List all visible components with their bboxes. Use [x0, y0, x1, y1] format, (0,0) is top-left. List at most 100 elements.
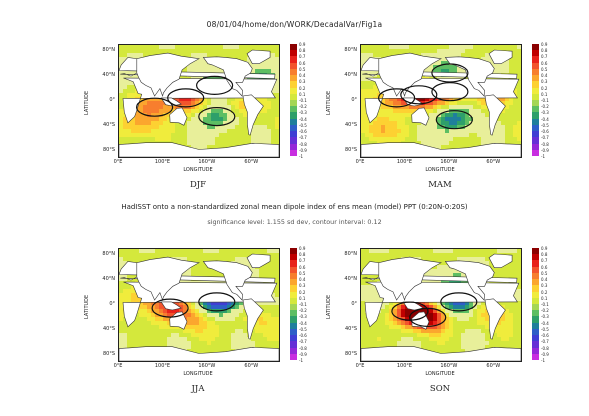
field-cell	[445, 253, 449, 257]
field-cell	[187, 305, 191, 309]
y-tick-label: 0°	[109, 97, 115, 103]
x-axis-label: LONGITUDE	[425, 371, 455, 377]
colorbar-tick-label: 0.7	[299, 54, 306, 60]
field-cell	[429, 333, 433, 337]
field-cell	[473, 101, 477, 105]
field-cell	[119, 293, 123, 297]
field-cell	[127, 337, 131, 341]
field-cell	[207, 325, 211, 329]
field-cell	[401, 125, 405, 129]
field-cell	[505, 313, 509, 317]
field-cell	[195, 325, 199, 329]
field-cell	[441, 309, 445, 313]
field-cell	[275, 329, 279, 333]
field-cell	[199, 341, 203, 345]
field-cell	[449, 333, 453, 337]
y-tick-label: 80°S	[102, 146, 115, 153]
field-cell	[271, 345, 275, 349]
continent-namerica	[444, 260, 495, 301]
field-cell	[147, 109, 151, 113]
field-cell	[393, 125, 397, 129]
field-cell	[477, 309, 481, 313]
field-cell	[501, 113, 505, 117]
field-cell	[191, 329, 195, 333]
field-cell	[211, 117, 215, 121]
colorbar-tick-label: 0.3	[541, 79, 548, 85]
field-cell	[481, 253, 485, 257]
field-cell	[143, 105, 147, 109]
field-cell	[377, 53, 381, 57]
field-cell	[135, 45, 139, 49]
field-cell	[409, 45, 413, 49]
colorbar-tick-label: -0.6	[541, 333, 549, 339]
field-cell	[393, 117, 397, 121]
field-cell	[199, 45, 203, 49]
field-cell	[175, 105, 179, 109]
field-cell	[437, 341, 441, 345]
map-svg	[361, 249, 521, 361]
field-cell	[267, 45, 271, 49]
field-cell	[493, 249, 497, 253]
field-cell	[259, 69, 263, 73]
field-cell	[135, 249, 139, 253]
colorbar-tick-label: 0.6	[299, 60, 306, 66]
field-cell	[517, 257, 521, 261]
field-cell	[227, 129, 231, 133]
y-tick-label: 40°N	[102, 276, 115, 283]
field-cell	[493, 333, 497, 337]
colorbar-tick-label: -0.9	[541, 147, 549, 153]
field-cell	[457, 273, 461, 277]
field-cell	[449, 121, 453, 125]
y-axis-label: LATITUDE	[326, 294, 332, 319]
field-cell	[429, 313, 433, 317]
significance-contour	[198, 292, 236, 312]
field-cell	[457, 141, 461, 145]
field-cell	[243, 253, 247, 257]
field-cell	[207, 121, 211, 125]
field-cell	[397, 113, 401, 117]
field-cell	[393, 325, 397, 329]
field-cell	[183, 49, 187, 53]
field-cell	[215, 329, 219, 333]
field-cell	[413, 121, 417, 125]
field-cell	[389, 129, 393, 133]
field-cell	[123, 293, 127, 297]
field-cell	[211, 317, 215, 321]
field-cell	[517, 137, 521, 141]
field-cell	[429, 305, 433, 309]
field-cell	[215, 137, 219, 141]
field-cell	[473, 321, 477, 325]
field-cell	[127, 85, 131, 89]
field-cell	[517, 265, 521, 269]
field-cell	[275, 129, 279, 133]
field-cell	[393, 301, 397, 305]
field-cell	[509, 341, 513, 345]
field-cell	[397, 313, 401, 317]
field-cell	[271, 329, 275, 333]
colorbar-swatch	[532, 322, 539, 329]
field-cell	[373, 85, 377, 89]
field-cell	[361, 301, 365, 305]
field-cell	[413, 129, 417, 133]
continent-australia	[411, 107, 430, 126]
field-cell	[473, 253, 477, 257]
field-cell	[191, 113, 195, 117]
field-cell	[493, 329, 497, 333]
field-cell	[433, 257, 437, 261]
field-cell	[127, 345, 131, 349]
field-cell	[131, 345, 135, 349]
field-cell	[183, 69, 187, 73]
field-cell	[215, 337, 219, 341]
field-cell	[393, 109, 397, 113]
field-cell	[373, 133, 377, 137]
field-cell	[131, 129, 135, 133]
field-cell	[513, 141, 517, 145]
field-cell	[469, 133, 473, 137]
field-cell	[239, 325, 243, 329]
field-cell	[481, 309, 485, 313]
field-cell	[477, 45, 481, 49]
field-cell	[401, 253, 405, 257]
field-cell	[123, 297, 127, 301]
field-cell	[473, 249, 477, 253]
field-cell	[231, 301, 235, 305]
